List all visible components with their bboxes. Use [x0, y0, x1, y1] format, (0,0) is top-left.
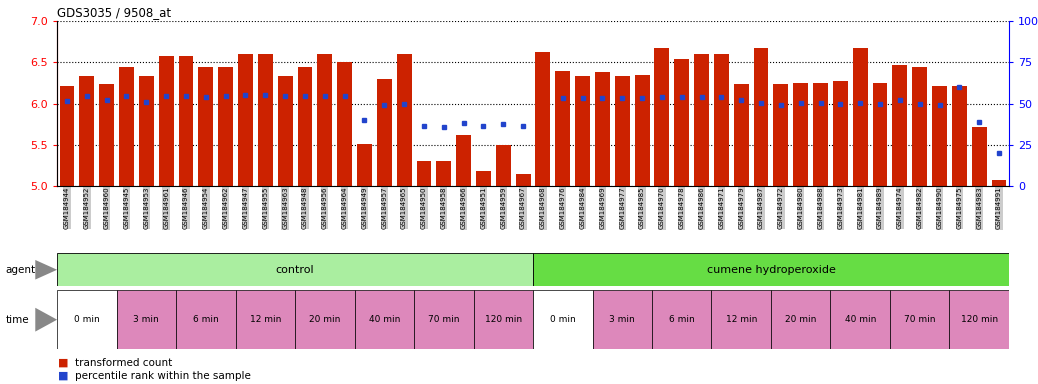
Bar	[397, 54, 411, 186]
Text: 6 min: 6 min	[193, 315, 219, 324]
Bar	[555, 71, 570, 186]
Bar	[734, 84, 748, 186]
Bar	[595, 72, 610, 186]
Bar	[711, 290, 771, 349]
Bar	[873, 83, 887, 186]
Bar	[793, 83, 809, 186]
Bar	[932, 86, 947, 186]
Bar	[652, 290, 711, 349]
Bar	[754, 48, 768, 186]
Text: agent: agent	[5, 265, 35, 275]
Bar	[893, 65, 907, 186]
Bar	[236, 290, 295, 349]
Bar	[516, 174, 530, 186]
Bar	[813, 83, 828, 186]
Bar	[991, 180, 1007, 186]
Bar	[436, 161, 452, 186]
Bar	[198, 67, 213, 186]
Bar	[257, 54, 273, 186]
Bar	[57, 290, 116, 349]
Bar	[456, 135, 471, 186]
Bar	[59, 86, 75, 186]
Text: 120 min: 120 min	[960, 315, 998, 324]
Bar	[295, 290, 355, 349]
Bar	[238, 54, 253, 186]
Bar	[912, 67, 927, 186]
Bar	[830, 290, 890, 349]
Bar	[950, 290, 1009, 349]
Bar	[116, 290, 176, 349]
Text: control: control	[276, 265, 315, 275]
Bar	[355, 290, 414, 349]
Text: 40 min: 40 min	[845, 315, 876, 324]
Bar	[534, 290, 593, 349]
Text: 12 min: 12 min	[726, 315, 757, 324]
Polygon shape	[35, 308, 57, 332]
Bar	[972, 127, 987, 186]
Bar	[416, 161, 432, 186]
Bar	[634, 75, 650, 186]
Bar	[890, 290, 950, 349]
Text: 70 min: 70 min	[428, 315, 460, 324]
Bar	[476, 171, 491, 186]
Bar	[179, 56, 193, 186]
Bar	[139, 76, 154, 186]
Text: 70 min: 70 min	[904, 315, 935, 324]
Text: ■: ■	[58, 371, 69, 381]
Text: percentile rank within the sample: percentile rank within the sample	[75, 371, 250, 381]
Text: 40 min: 40 min	[368, 315, 400, 324]
Bar	[773, 84, 788, 186]
Bar	[79, 76, 94, 186]
Bar	[176, 290, 236, 349]
Bar	[694, 54, 709, 186]
Bar	[100, 84, 114, 186]
Bar	[496, 145, 511, 186]
Text: 120 min: 120 min	[485, 315, 522, 324]
Text: 0 min: 0 min	[550, 315, 576, 324]
Bar	[337, 63, 352, 186]
Text: ■: ■	[58, 358, 69, 368]
Bar	[593, 290, 652, 349]
Bar	[575, 76, 590, 186]
Bar	[675, 59, 689, 186]
Text: 20 min: 20 min	[309, 315, 340, 324]
Text: 3 min: 3 min	[609, 315, 635, 324]
Text: time: time	[5, 314, 29, 325]
Bar	[298, 67, 312, 186]
Text: transformed count: transformed count	[75, 358, 172, 368]
Text: 0 min: 0 min	[74, 315, 100, 324]
Text: 6 min: 6 min	[668, 315, 694, 324]
Polygon shape	[35, 260, 57, 280]
Bar	[714, 54, 729, 186]
Bar	[159, 56, 173, 186]
Text: cumene hydroperoxide: cumene hydroperoxide	[707, 265, 836, 275]
Bar	[473, 290, 534, 349]
Bar	[57, 253, 534, 286]
Bar	[218, 67, 234, 186]
Bar	[534, 253, 1009, 286]
Bar	[278, 76, 293, 186]
Bar	[357, 144, 372, 186]
Bar	[414, 290, 473, 349]
Bar	[119, 67, 134, 186]
Text: 20 min: 20 min	[785, 315, 817, 324]
Bar	[614, 76, 630, 186]
Bar	[318, 54, 332, 186]
Text: 12 min: 12 min	[249, 315, 281, 324]
Text: 3 min: 3 min	[134, 315, 159, 324]
Bar	[655, 48, 670, 186]
Bar	[377, 79, 391, 186]
Bar	[536, 53, 550, 186]
Bar	[771, 290, 830, 349]
Bar	[832, 81, 848, 186]
Bar	[853, 48, 868, 186]
Text: GDS3035 / 9508_at: GDS3035 / 9508_at	[57, 6, 171, 19]
Bar	[952, 86, 966, 186]
